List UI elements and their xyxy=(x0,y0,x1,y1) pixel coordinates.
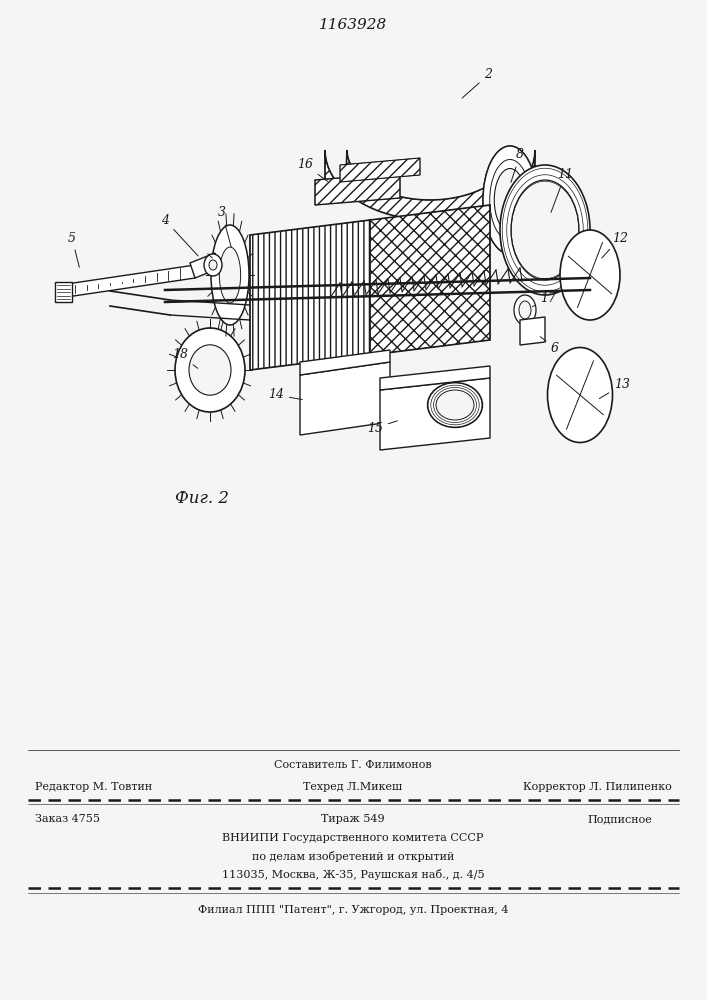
Polygon shape xyxy=(370,205,490,355)
Ellipse shape xyxy=(514,295,536,325)
Text: Подписное: Подписное xyxy=(588,814,653,824)
Polygon shape xyxy=(300,350,390,375)
Text: Составитель Г. Филимонов: Составитель Г. Филимонов xyxy=(274,760,432,770)
Text: 6: 6 xyxy=(540,337,559,355)
Text: 17: 17 xyxy=(532,292,556,307)
Text: 8: 8 xyxy=(511,148,524,182)
Polygon shape xyxy=(250,220,370,370)
Polygon shape xyxy=(190,253,220,278)
Ellipse shape xyxy=(483,146,537,254)
Polygon shape xyxy=(520,317,545,345)
Polygon shape xyxy=(380,366,490,390)
Ellipse shape xyxy=(219,247,240,303)
Text: 113035, Москва, Ж-35, Раушская наб., д. 4/5: 113035, Москва, Ж-35, Раушская наб., д. … xyxy=(222,869,484,880)
Ellipse shape xyxy=(494,168,526,232)
Polygon shape xyxy=(340,158,420,182)
Ellipse shape xyxy=(500,165,590,295)
Polygon shape xyxy=(60,265,195,298)
Text: ВНИИПИ Государственного комитета СССР: ВНИИПИ Государственного комитета СССР xyxy=(222,833,484,843)
Text: Заказ 4755: Заказ 4755 xyxy=(35,814,100,824)
Ellipse shape xyxy=(209,260,217,270)
Polygon shape xyxy=(325,150,535,220)
Polygon shape xyxy=(55,282,72,302)
Text: Техред Л.Микеш: Техред Л.Микеш xyxy=(303,782,402,792)
Ellipse shape xyxy=(519,301,531,319)
Ellipse shape xyxy=(436,390,474,420)
Polygon shape xyxy=(300,362,390,435)
Text: 16: 16 xyxy=(297,158,328,181)
Text: Тираж 549: Тираж 549 xyxy=(321,814,385,824)
Text: Филиал ППП "Патент", г. Ужгород, ул. Проектная, 4: Филиал ППП "Патент", г. Ужгород, ул. Про… xyxy=(198,905,508,915)
Ellipse shape xyxy=(511,180,579,280)
Text: 15: 15 xyxy=(367,421,397,434)
Text: Фиг. 2: Фиг. 2 xyxy=(175,490,229,507)
Text: 2: 2 xyxy=(462,68,492,98)
Text: 5: 5 xyxy=(68,232,79,267)
Text: 12: 12 xyxy=(602,232,628,258)
Ellipse shape xyxy=(211,225,249,325)
Polygon shape xyxy=(315,173,400,205)
Text: Корректор Л. Пилипенко: Корректор Л. Пилипенко xyxy=(523,782,672,792)
Text: 1163928: 1163928 xyxy=(319,18,387,32)
Ellipse shape xyxy=(189,345,231,395)
Text: 3: 3 xyxy=(218,207,231,247)
Ellipse shape xyxy=(547,348,612,442)
Polygon shape xyxy=(380,378,490,450)
Ellipse shape xyxy=(560,230,620,320)
Ellipse shape xyxy=(204,254,222,276)
Ellipse shape xyxy=(175,328,245,412)
Ellipse shape xyxy=(428,382,482,428)
Text: 4: 4 xyxy=(161,214,198,256)
Text: 14: 14 xyxy=(268,388,303,401)
Text: Редактор М. Товтин: Редактор М. Товтин xyxy=(35,782,152,792)
Text: по делам изобретений и открытий: по делам изобретений и открытий xyxy=(252,851,454,862)
Text: 18: 18 xyxy=(172,349,198,368)
Text: 11: 11 xyxy=(551,168,573,212)
Text: 13: 13 xyxy=(600,378,630,399)
